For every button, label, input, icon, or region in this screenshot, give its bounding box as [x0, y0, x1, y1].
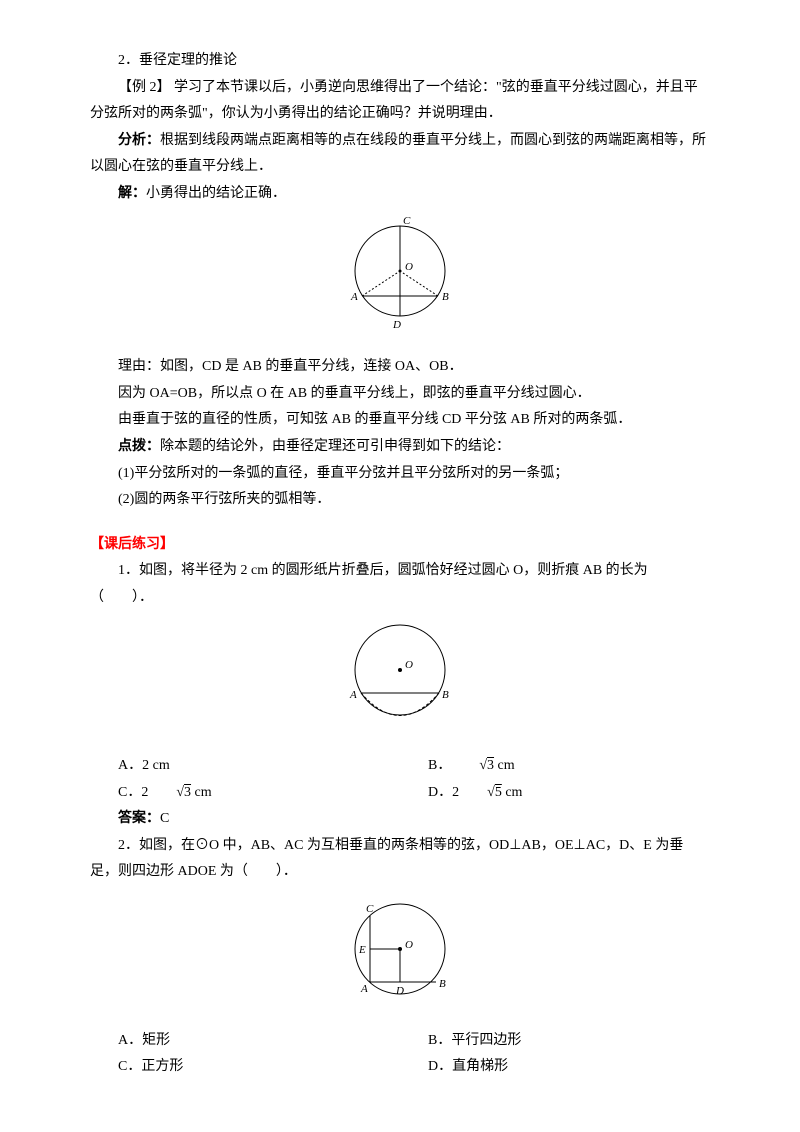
- q1-opt-b-suf: cm: [494, 758, 515, 773]
- analysis-para: 分析：根据到线段两端点距离相等的点在线段的垂直平分线上，而圆心到弦的两端距离相等…: [90, 128, 710, 181]
- figure1-svg: C O A B D: [335, 216, 465, 336]
- section2-header: 【课后练习】: [90, 532, 710, 559]
- section1-heading: 2．垂径定理的推论: [90, 48, 710, 75]
- analysis-label: 分析：: [118, 133, 160, 148]
- analysis-text: 根据到线段两端点距离相等的点在线段的垂直平分线上，而圆心到弦的两端距离相等，所以…: [90, 133, 706, 175]
- reason2: 因为 OA=OB，所以点 O 在 AB 的垂直平分线上，即弦的垂直平分线过圆心．: [90, 381, 710, 408]
- q2-options-row2: C．正方形 D．直角梯形: [90, 1054, 710, 1081]
- q1-text: 1．如图，将半径为 2 cm 的圆形纸片折叠后，圆弧恰好经过圆心 O，则折痕 A…: [90, 558, 710, 611]
- q1-opt-b-expr: 3: [487, 758, 494, 773]
- solution-label: 解：: [118, 186, 146, 201]
- q1-opt-c-pre: C．2: [118, 785, 148, 800]
- fig1-label-c: C: [403, 216, 411, 227]
- q1-opt-d: D．2 5 cm: [400, 780, 710, 807]
- q1-opt-b-pre: B．: [428, 758, 451, 773]
- corollary1: (1)平分弦所对的一条弧的直径，垂直平分弦并且平分弦所对的另一条弧；: [90, 461, 710, 488]
- q1-opt-d-suf: cm: [502, 785, 523, 800]
- solution-para: 解：小勇得出的结论正确．: [90, 181, 710, 208]
- hint-label: 点拨：: [118, 439, 160, 454]
- reason1: 理由：如图，CD 是 AB 的垂直平分线，连接 OA、OB．: [90, 354, 710, 381]
- q2-label-b: B: [439, 978, 446, 990]
- q1-opt-c-expr: 3: [184, 785, 191, 800]
- q1-options-row2: C．2 3 cm D．2 5 cm: [90, 780, 710, 807]
- fig1-label-o: O: [405, 261, 413, 273]
- q2-opt-b: B．平行四边形: [400, 1028, 710, 1055]
- sqrt-icon: 3: [451, 753, 494, 780]
- sqrt-icon: 3: [148, 780, 191, 807]
- q1-opt-b: B． 3 cm: [400, 753, 710, 780]
- example2-para: 【例 2】 学习了本节课以后，小勇逆向思维得出了一个结论："弦的垂直平分线过圆心…: [90, 75, 710, 128]
- q1-figure-svg: O A B: [330, 620, 470, 735]
- fig1-label-a: A: [350, 291, 358, 303]
- q1-label-b: B: [442, 689, 449, 701]
- figure1: C O A B D: [90, 216, 710, 347]
- q1-opt-d-pre: D．2: [428, 785, 459, 800]
- q1-opt-d-expr: 5: [495, 785, 502, 800]
- q2-label-c: C: [366, 903, 374, 915]
- example-text: 学习了本节课以后，小勇逆向思维得出了一个结论："弦的垂直平分线过圆心，并且平分弦…: [90, 80, 698, 122]
- q2-opt-a: A．矩形: [90, 1028, 400, 1055]
- q1-answer-value: C: [160, 811, 169, 826]
- solution-text: 小勇得出的结论正确．: [146, 186, 286, 201]
- q2-text: 2．如图，在⊙O 中，AB、AC 为互相垂直的两条相等的弦，OD⊥AB，OE⊥A…: [90, 833, 710, 886]
- q1-label-a: A: [349, 689, 357, 701]
- reason3: 由垂直于弦的直径的性质，可知弦 AB 的垂直平分线 CD 平分弦 AB 所对的两…: [90, 407, 710, 434]
- q2-opt-d: D．直角梯形: [400, 1054, 710, 1081]
- q1-opt-c: C．2 3 cm: [90, 780, 400, 807]
- sqrt-icon: 5: [459, 780, 502, 807]
- fig1-label-b: B: [442, 291, 449, 303]
- hint-text: 除本题的结论外，由垂径定理还可引申得到如下的结论：: [160, 439, 510, 454]
- q1-opt-c-suf: cm: [191, 785, 212, 800]
- q1-answer: 答案：C: [90, 806, 710, 833]
- q2-label-a: A: [360, 983, 368, 995]
- q1-answer-label: 答案：: [118, 811, 160, 826]
- q1-label-o: O: [405, 659, 413, 671]
- q2-figure-svg: O E C A D B: [330, 894, 470, 1009]
- q2-options-row1: A．矩形 B．平行四边形: [90, 1028, 710, 1055]
- q1-figure: O A B: [90, 620, 710, 746]
- q2-opt-c: C．正方形: [90, 1054, 400, 1081]
- q2-label-d: D: [395, 985, 404, 997]
- corollary2: (2)圆的两条平行弦所夹的弧相等．: [90, 487, 710, 514]
- q1-options-row1: A．2 cm B． 3 cm: [90, 753, 710, 780]
- q2-label-o: O: [405, 939, 413, 951]
- fig1-label-d: D: [392, 319, 401, 331]
- q2-label-e: E: [358, 944, 366, 956]
- example-label: 【例 2】: [118, 80, 171, 95]
- q2-figure: O E C A D B: [90, 894, 710, 1020]
- q1-opt-a: A．2 cm: [90, 753, 400, 780]
- hint-para: 点拨：除本题的结论外，由垂径定理还可引申得到如下的结论：: [90, 434, 710, 461]
